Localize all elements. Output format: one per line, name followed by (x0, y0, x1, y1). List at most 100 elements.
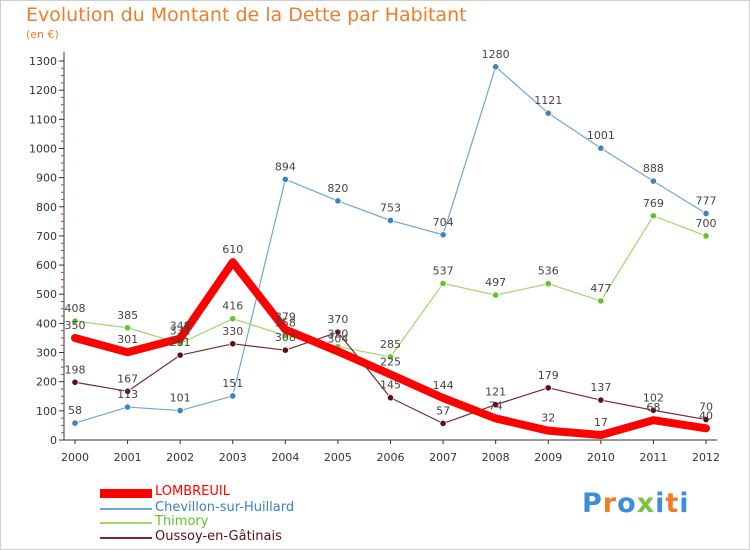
proxiti-logo: Proxiti (582, 488, 690, 519)
data-label: 894 (275, 160, 296, 173)
data-point (492, 291, 500, 299)
y-tick-label: 1200 (29, 84, 57, 97)
data-point (229, 259, 236, 266)
data-point (229, 340, 237, 348)
y-tick-label: 300 (36, 347, 57, 360)
legend-label: Thimory (155, 514, 209, 529)
data-label: 1121 (534, 94, 562, 107)
data-point (702, 209, 710, 218)
data-point (71, 419, 79, 427)
data-point (177, 335, 184, 342)
y-tick-label: 400 (36, 317, 57, 330)
data-label: 477 (590, 282, 611, 295)
y-tick-label: 500 (36, 288, 57, 301)
data-point (123, 403, 132, 411)
x-tick-label: 2012 (692, 451, 720, 464)
y-tick-label: 100 (36, 405, 57, 418)
data-point (386, 353, 395, 361)
data-label: 74 (489, 399, 503, 412)
data-label: 320 (327, 328, 348, 341)
data-point (649, 177, 658, 185)
data-label: 167 (117, 372, 138, 385)
data-point (439, 279, 447, 288)
data-label: 58 (68, 404, 82, 417)
data-label: 308 (275, 331, 296, 344)
data-point (386, 216, 395, 225)
data-label: 179 (538, 369, 559, 382)
data-label: 17 (594, 416, 608, 429)
data-label: 225 (380, 355, 401, 368)
data-point (281, 175, 289, 183)
data-label: 358 (275, 317, 296, 330)
y-tick-label: 1000 (29, 142, 57, 155)
data-point (176, 406, 184, 415)
data-label: 536 (538, 265, 559, 278)
logo-letter: o (617, 488, 637, 519)
x-tick-label: 2008 (482, 451, 510, 464)
data-label: 57 (436, 404, 450, 417)
data-point (545, 427, 552, 434)
data-label: 32 (541, 412, 555, 425)
data-label: 610 (222, 243, 243, 256)
y-tick-label: 0 (50, 434, 57, 447)
x-tick-label: 2000 (61, 451, 89, 464)
data-label: 70 (699, 401, 713, 414)
data-label: 301 (117, 333, 138, 346)
logo-letter: P (582, 488, 603, 519)
data-point (334, 348, 341, 355)
data-point (123, 324, 132, 332)
data-label: 753 (380, 201, 401, 214)
data-point (123, 387, 132, 395)
legend-label: Chevillon-sur-Huillard (155, 500, 295, 515)
data-point (387, 371, 394, 378)
x-tick-label: 2001 (114, 451, 142, 464)
x-tick-label: 2005 (324, 451, 352, 464)
data-label: 137 (590, 381, 611, 394)
data-point (282, 326, 289, 333)
legend-swatch (100, 488, 152, 498)
x-tick-label: 2006 (377, 451, 405, 464)
legend-swatch (100, 537, 152, 539)
y-tick-label: 800 (36, 201, 57, 214)
data-point (439, 231, 447, 239)
x-tick-label: 2009 (534, 451, 562, 464)
logo-letter: i (679, 488, 690, 519)
data-label: 68 (646, 401, 660, 414)
data-point (544, 280, 552, 288)
data-point (492, 63, 500, 71)
data-label: 1001 (587, 129, 615, 142)
legend-label: Oussoy-en-Gâtinais (155, 529, 282, 544)
x-tick-label: 2004 (271, 451, 299, 464)
data-point (650, 417, 657, 424)
data-label: 331 (170, 325, 191, 338)
line-chart: 0 100 200 300 400 500 600 700 800 900 1000 1100 1200… (29, 48, 720, 464)
data-label: 285 (380, 338, 401, 351)
data-point (544, 384, 552, 392)
data-label: 820 (327, 182, 348, 195)
data-label: 416 (222, 300, 243, 313)
data-label: 113 (117, 388, 138, 401)
data-label: 291 (170, 336, 191, 349)
data-point (702, 232, 710, 240)
data-label: 144 (433, 379, 454, 392)
data-point (492, 415, 499, 422)
data-label: 350 (65, 319, 86, 332)
data-point (124, 349, 131, 356)
y-tick-label: 700 (36, 230, 57, 243)
logo-letter: t (665, 488, 680, 519)
x-tick-label: 2002 (166, 451, 194, 464)
data-label: 379 (275, 311, 296, 324)
data-point (229, 392, 237, 400)
data-label: 151 (222, 377, 243, 390)
data-label: 888 (643, 162, 664, 175)
chart-subtitle: (en €) (26, 28, 59, 41)
data-point (71, 317, 79, 325)
data-label: 777 (696, 194, 717, 207)
logo-letter: i (655, 488, 666, 519)
data-point (281, 346, 289, 354)
data-point (439, 419, 447, 427)
data-label: 304 (327, 332, 348, 345)
data-label: 385 (117, 309, 138, 322)
data-label: 330 (222, 325, 243, 338)
data-label: 102 (643, 391, 664, 404)
